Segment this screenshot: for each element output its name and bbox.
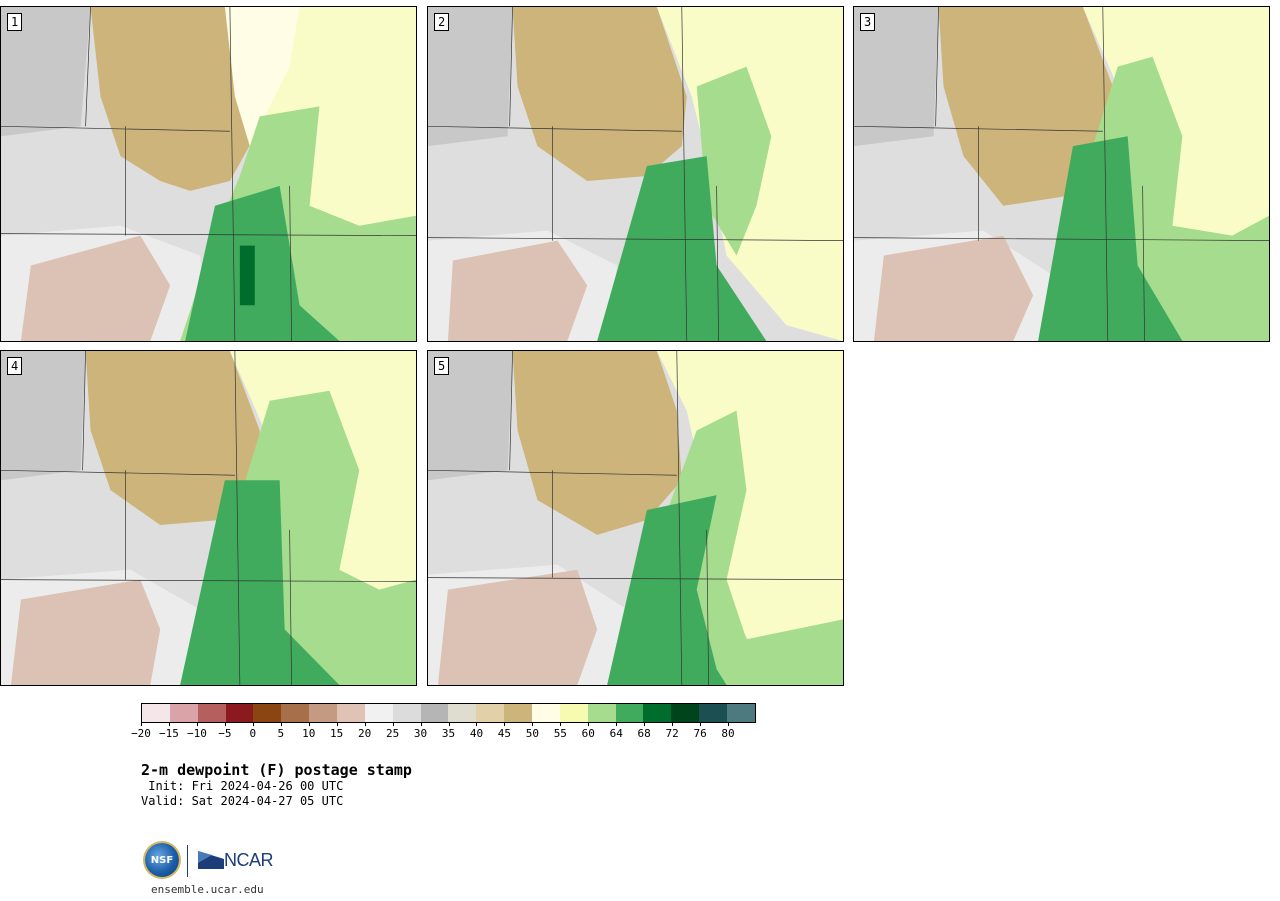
colorbar-swatch	[476, 704, 505, 722]
colorbar-tick-label: 72	[665, 727, 679, 740]
colorbar-tick-mark	[728, 722, 730, 726]
colorbar-swatch	[615, 704, 644, 722]
colorbar-swatch	[448, 704, 477, 722]
colorbar-tick-mark	[476, 722, 478, 726]
colorbar-tick-label: 68	[637, 727, 651, 740]
colorbar-tick-mark	[196, 722, 198, 726]
map-panel-2: 2	[427, 6, 844, 342]
panel-number-label: 3	[860, 13, 876, 31]
colorbar-tick-mark	[392, 722, 394, 726]
colorbar-swatch	[643, 704, 672, 722]
colorbar-tick-mark	[532, 722, 534, 726]
colorbar-tick-mark	[336, 722, 338, 726]
website-text: ensemble.ucar.edu	[151, 883, 264, 896]
map-panel-3: 3	[853, 6, 1270, 342]
colorbar-tick-mark	[280, 722, 282, 726]
colorbar-swatch	[671, 704, 700, 722]
colorbar-tick-mark	[560, 722, 562, 726]
colorbar-tick-label: 5	[277, 727, 285, 740]
colorbar-tick-mark	[700, 722, 702, 726]
colorbar-swatch	[309, 704, 338, 722]
colorbar-swatch	[253, 704, 282, 722]
logo-divider	[187, 845, 188, 877]
colorbar-tick-label: 0	[249, 727, 257, 740]
colorbar-tick-label: 10	[302, 727, 316, 740]
colorbar-tick-label: 76	[693, 727, 707, 740]
colorbar-tick-mark	[252, 722, 254, 726]
colorbar-tick-mark	[448, 722, 450, 726]
colorbar-swatch	[142, 704, 170, 722]
colorbar-swatch	[532, 704, 560, 722]
colorbar	[141, 703, 756, 723]
map-panel-5: 5	[427, 350, 844, 686]
panel-number-label: 5	[434, 357, 450, 375]
colorbar-tick-label: 80	[721, 727, 735, 740]
colorbar-tick-label: 55	[553, 727, 567, 740]
colorbar-tick-label: −20	[131, 727, 151, 740]
dewpoint-map	[854, 7, 1269, 341]
colorbar-tick-label: −15	[159, 727, 179, 740]
dewpoint-map	[1, 7, 416, 341]
colorbar-tick-label: 30	[413, 727, 428, 740]
colorbar-tick-mark	[308, 722, 310, 726]
colorbar-tick-mark	[588, 722, 590, 726]
colorbar-tick-mark	[504, 722, 506, 726]
map-panel-1: 1	[0, 6, 417, 342]
colorbar-ticks: −20 −15 −10 −5 0 5 10 15 20 25 30 35 40 45 50 55 60 64 68 7…	[131, 722, 756, 741]
chart-title: 2-m dewpoint (F) postage stamp	[141, 761, 412, 779]
init-time: Init: Fri 2024-04-26 00 UTC	[141, 779, 344, 793]
colorbar-swatch	[197, 704, 226, 722]
colorbar-tick-label: 20	[358, 727, 372, 740]
colorbar-tick-label: 45	[497, 727, 512, 740]
colorbar-tick-mark	[224, 722, 226, 726]
panel-number-label: 4	[7, 357, 23, 375]
colorbar-tick-mark	[616, 722, 618, 726]
colorbar-swatch	[364, 704, 393, 722]
colorbar-swatch	[504, 704, 533, 722]
colorbar-tick-mark	[672, 722, 674, 726]
colorbar-tick-label: 15	[330, 727, 344, 740]
dewpoint-map	[1, 351, 416, 685]
colorbar-swatch	[225, 704, 254, 722]
colorbar-tick-mark	[420, 722, 422, 726]
colorbar-tick-label: 60	[581, 727, 595, 740]
colorbar-tick-label: −10	[186, 727, 207, 740]
colorbar-swatch	[559, 704, 588, 722]
colorbar-tick-mark	[168, 722, 170, 726]
colorbar-swatch	[281, 704, 310, 722]
colorbar-tick-label: 40	[469, 727, 484, 740]
map-panel-4: 4	[0, 350, 417, 686]
colorbar-tick-mark	[141, 722, 142, 726]
dewpoint-map	[428, 7, 843, 341]
colorbar-tick-label: 25	[385, 727, 400, 740]
colorbar-swatch	[392, 704, 421, 722]
colorbar-tick-label: 35	[441, 727, 456, 740]
colorbar-swatch	[587, 704, 616, 722]
panel-number-label: 2	[434, 13, 450, 31]
valid-time: Valid: Sat 2024-04-27 05 UTC	[141, 794, 344, 808]
dewpoint-map	[428, 351, 843, 685]
ncar-mark-icon	[198, 851, 224, 869]
colorbar-swatch	[169, 704, 198, 722]
colorbar-tick-label: 64	[609, 727, 623, 740]
ncar-logo-text: NCAR	[224, 850, 274, 870]
panel-number-label: 1	[7, 13, 23, 31]
colorbar-swatch	[420, 704, 449, 722]
colorbar-tick-mark	[644, 722, 646, 726]
colorbar-swatch	[727, 704, 755, 722]
colorbar-swatch	[337, 704, 365, 722]
nsf-logo: NSF	[145, 843, 179, 877]
colorbar-tick-mark	[364, 722, 366, 726]
colorbar-tick-label: −5	[218, 727, 232, 740]
colorbar-tick-label: 50	[525, 727, 539, 740]
colorbar-swatch	[699, 704, 728, 722]
